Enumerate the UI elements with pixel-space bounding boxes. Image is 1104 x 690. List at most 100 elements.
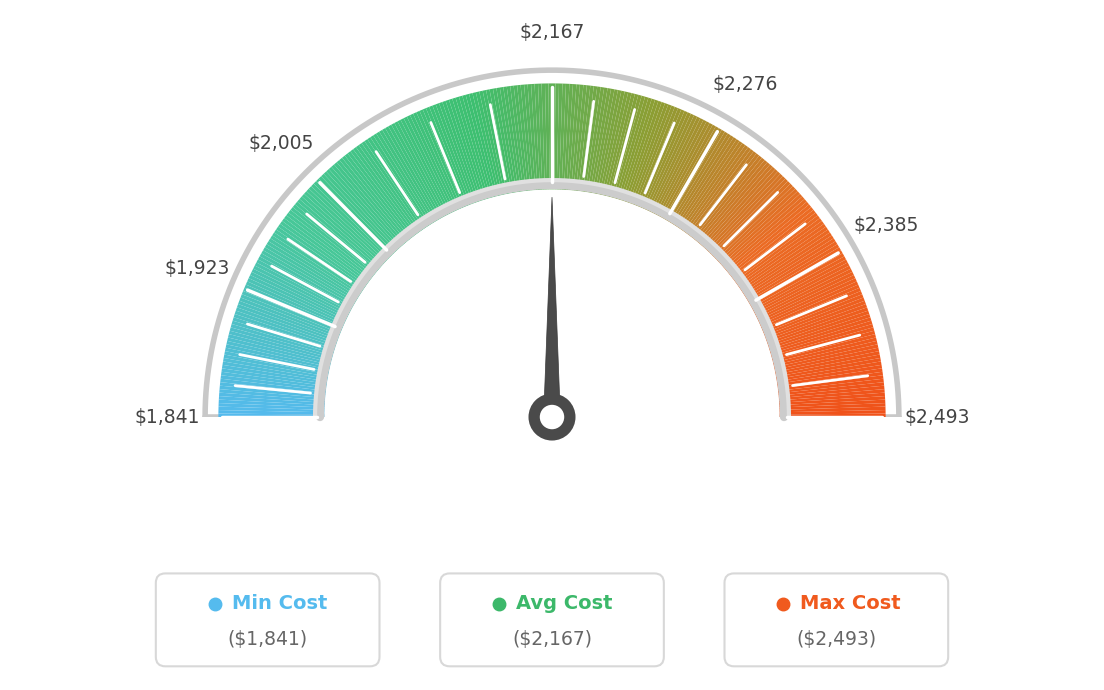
Wedge shape [489,89,512,194]
Wedge shape [693,155,762,240]
Wedge shape [740,230,830,291]
Wedge shape [615,97,648,199]
Wedge shape [754,262,849,314]
Wedge shape [645,112,691,210]
Circle shape [540,405,564,429]
Wedge shape [241,294,340,335]
Wedge shape [556,83,562,190]
Wedge shape [379,130,436,222]
Wedge shape [742,233,831,293]
Wedge shape [232,321,335,353]
Wedge shape [737,224,826,287]
Wedge shape [602,92,628,195]
Wedge shape [664,126,719,220]
Wedge shape [534,83,542,190]
Wedge shape [734,218,821,284]
Wedge shape [766,304,867,342]
Wedge shape [236,307,337,344]
Wedge shape [775,348,879,372]
Wedge shape [640,110,684,208]
Wedge shape [521,85,533,190]
Wedge shape [219,400,325,408]
Wedge shape [368,137,428,228]
Wedge shape [500,87,519,193]
Wedge shape [456,97,489,199]
Wedge shape [775,355,880,377]
Wedge shape [778,389,884,400]
Wedge shape [573,85,587,191]
Wedge shape [562,83,570,190]
Wedge shape [307,188,386,263]
Polygon shape [0,417,1104,690]
Wedge shape [774,341,878,367]
Wedge shape [342,155,411,240]
Wedge shape [513,86,528,191]
Wedge shape [705,171,781,251]
Wedge shape [654,118,703,215]
FancyBboxPatch shape [440,573,664,667]
Wedge shape [224,351,329,375]
Wedge shape [373,133,432,225]
Wedge shape [219,403,325,410]
Wedge shape [779,413,885,417]
Wedge shape [413,112,459,210]
Text: ($2,493): ($2,493) [796,630,877,649]
Wedge shape [691,153,760,239]
Wedge shape [774,344,879,370]
Wedge shape [439,102,477,203]
Wedge shape [479,90,505,195]
Wedge shape [752,256,846,310]
Wedge shape [753,259,848,312]
Wedge shape [267,241,359,299]
Wedge shape [758,278,857,324]
FancyBboxPatch shape [156,573,380,667]
Wedge shape [668,130,725,222]
Wedge shape [226,341,330,367]
Wedge shape [578,86,594,191]
Wedge shape [284,215,371,282]
Wedge shape [416,111,461,209]
Wedge shape [364,139,426,229]
Wedge shape [297,199,380,270]
Wedge shape [721,194,803,266]
Text: $2,167: $2,167 [519,23,585,41]
Wedge shape [473,92,500,196]
Wedge shape [391,123,445,218]
Wedge shape [620,99,655,201]
Wedge shape [229,331,332,360]
Wedge shape [778,379,884,393]
Wedge shape [779,403,885,410]
Wedge shape [714,184,793,259]
Wedge shape [259,253,353,308]
Wedge shape [469,93,498,197]
Wedge shape [276,226,365,289]
Wedge shape [723,197,805,268]
Text: ($1,841): ($1,841) [227,630,308,649]
Wedge shape [746,244,839,302]
Wedge shape [243,288,342,331]
Wedge shape [376,132,434,224]
Wedge shape [649,115,698,213]
Wedge shape [263,247,357,304]
Wedge shape [623,100,658,201]
Wedge shape [756,268,852,318]
Wedge shape [476,92,502,195]
Wedge shape [220,379,326,393]
Wedge shape [767,307,868,344]
Text: Min Cost: Min Cost [232,595,327,613]
Wedge shape [751,253,845,308]
Wedge shape [443,101,479,202]
Wedge shape [528,84,538,190]
Wedge shape [683,145,749,233]
Wedge shape [769,321,872,353]
Wedge shape [219,406,325,412]
Wedge shape [736,221,824,285]
Wedge shape [604,92,631,196]
Wedge shape [466,94,496,197]
Wedge shape [608,94,638,197]
Text: $2,493: $2,493 [904,408,969,426]
Wedge shape [350,149,416,236]
Wedge shape [661,125,715,219]
Wedge shape [426,107,468,206]
Wedge shape [531,84,540,190]
